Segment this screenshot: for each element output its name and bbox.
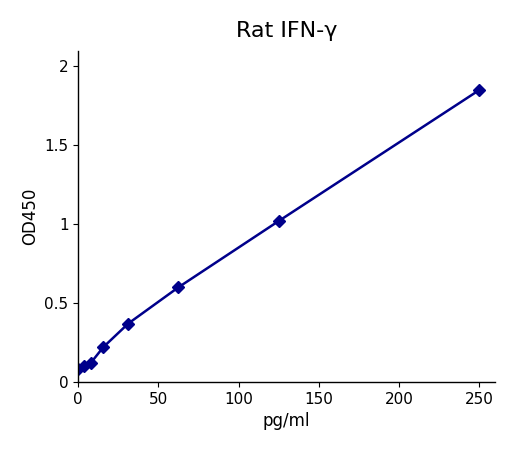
- X-axis label: pg/ml: pg/ml: [263, 412, 311, 430]
- Title: Rat IFN-γ: Rat IFN-γ: [236, 21, 337, 41]
- Y-axis label: OD450: OD450: [21, 188, 39, 245]
